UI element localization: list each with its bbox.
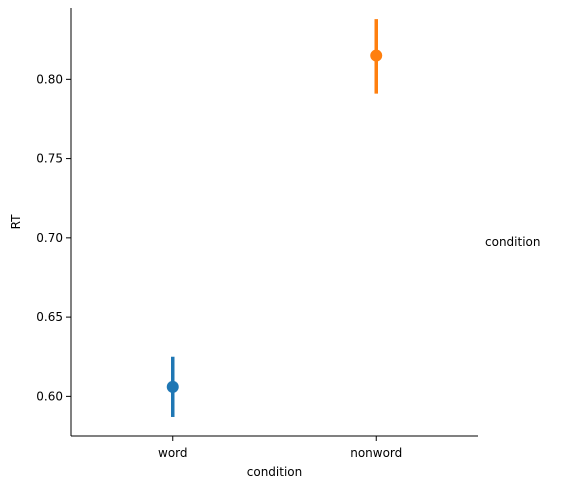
x-axis-label: condition (247, 465, 302, 479)
y-tick-label: 0.60 (36, 389, 63, 403)
plot-area (166, 19, 383, 417)
y-tick-label: 0.70 (36, 231, 63, 245)
legend-title: condition (485, 235, 540, 249)
y-tick-label: 0.75 (36, 152, 63, 166)
x-tick-label: nonword (350, 446, 402, 460)
point-word (166, 380, 179, 393)
y-tick-label: 0.80 (36, 72, 63, 86)
y-tick-label: 0.65 (36, 310, 63, 324)
y-axis-label: RT (9, 214, 23, 229)
x-tick-label: word (158, 446, 188, 460)
y-ticks: 0.60 0.65 0.70 0.75 0.80 (36, 72, 71, 403)
point-nonword (370, 49, 383, 62)
x-ticks: word nonword (158, 436, 402, 460)
